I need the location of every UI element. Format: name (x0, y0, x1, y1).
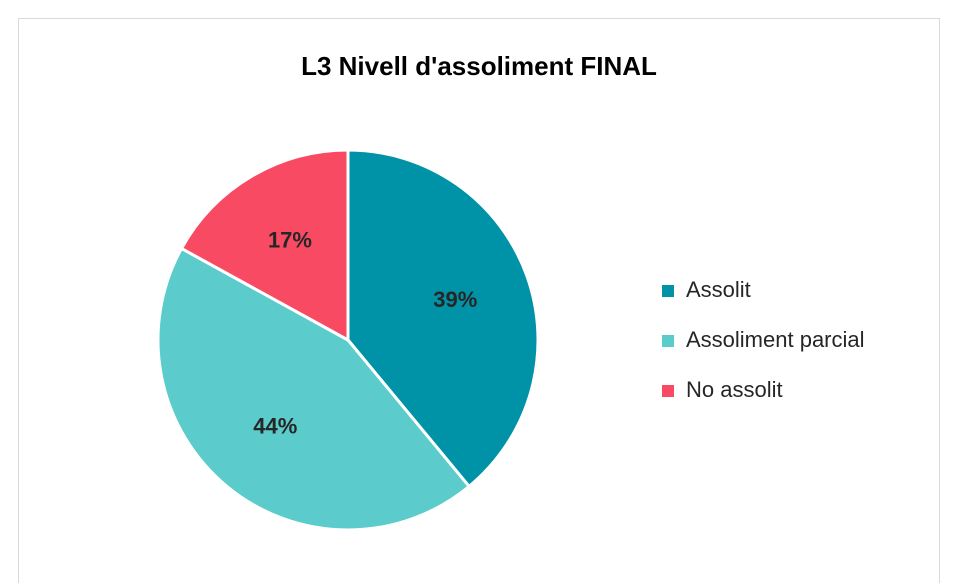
chart-title: L3 Nivell d'assoliment FINAL (301, 51, 657, 81)
data-label: 44% (253, 414, 297, 439)
legend-label: Assolit (686, 277, 751, 302)
legend-swatch (662, 335, 674, 347)
pie-slice (156, 246, 472, 532)
legend-swatch (662, 385, 674, 397)
legend-label: No assolit (686, 377, 783, 402)
pie-slice (346, 148, 540, 489)
data-label: 39% (433, 287, 477, 312)
pie-slice (179, 148, 350, 343)
pie: 39% 44% 17% (156, 148, 540, 532)
data-label: 17% (268, 228, 312, 253)
legend-swatch (662, 285, 674, 297)
legend: Assolit Assoliment parcial No assolit (662, 277, 865, 402)
legend-label: Assoliment parcial (686, 327, 865, 352)
